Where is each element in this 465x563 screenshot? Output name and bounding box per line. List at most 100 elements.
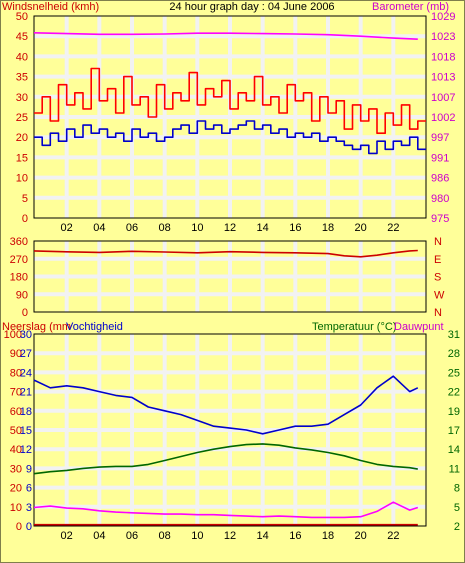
barometer-tick-label: 1007 — [431, 92, 455, 104]
grid — [33, 333, 427, 527]
temperature-line — [33, 443, 418, 475]
rain-axis-title: Neerslag (mm — [2, 321, 71, 333]
compass-label: N — [434, 236, 442, 248]
rain-tick-label: 9 — [26, 463, 32, 475]
x-tick-label: 08 — [159, 530, 171, 542]
wind-speed-tick-label: 40 — [16, 51, 28, 63]
wind-speed-tick-label: 15 — [16, 152, 28, 164]
temperature-tick-label: 25 — [448, 367, 460, 379]
x-tick-label: 08 — [159, 222, 171, 234]
temperature-tick-label: 17 — [448, 425, 460, 437]
temperature-tick-label: 8 — [454, 483, 460, 495]
compass-label: N — [434, 307, 442, 319]
rain-tick-label: 27 — [20, 348, 32, 360]
x-tick-label: 20 — [355, 530, 367, 542]
wind-speed-axis-title: Windsnelheid (kmh) — [2, 1, 99, 13]
grid — [33, 15, 427, 219]
barometer-tick-label: 991 — [431, 152, 449, 164]
x-tick-label: 04 — [93, 222, 105, 234]
humidity-tick-label: 90 — [10, 348, 22, 360]
humidity-tick-label: 40 — [10, 444, 22, 456]
barometer-tick-label: 1013 — [431, 72, 455, 84]
direction-tick-label: 270 — [10, 254, 28, 266]
barometer-line — [33, 32, 418, 40]
x-tick-label: 02 — [61, 222, 73, 234]
wind-speed-tick-label: 0 — [22, 213, 28, 225]
x-tick-label: 14 — [257, 530, 269, 542]
rain-tick-label: 12 — [20, 444, 32, 456]
x-tick-label: 12 — [224, 530, 236, 542]
x-tick-label: 16 — [289, 222, 301, 234]
x-tick-label: 18 — [322, 222, 334, 234]
wind-speed-tick-label: 25 — [16, 112, 28, 124]
barometer-tick-label: 1002 — [431, 112, 455, 124]
x-tick-label: 20 — [355, 222, 367, 234]
barometer-tick-label: 980 — [431, 193, 449, 205]
rain-tick-label: 3 — [26, 502, 32, 514]
temperature-tick-label: 22 — [448, 387, 460, 399]
wind-speed-tick-label: 5 — [22, 193, 28, 205]
humidity-tick-label: 100 — [4, 329, 22, 341]
barometer-axis-title: Barometer (mb) — [372, 1, 449, 13]
compass-label: E — [434, 254, 441, 266]
wind-speed-tick-label: 20 — [16, 132, 28, 144]
x-tick-label: 06 — [126, 222, 138, 234]
wind-speed-axis: 0 5 10 15 20 25 30 35 40 45 50 — [16, 11, 28, 225]
humidity-tick-label: 30 — [10, 463, 22, 475]
humidity-tick-label: 20 — [10, 483, 22, 495]
dewpoint-axis-title: Dauwpunt — [394, 321, 444, 333]
compass-label: S — [434, 272, 441, 284]
x-tick-label: 06 — [126, 530, 138, 542]
plot-area — [33, 32, 426, 155]
rain-tick-label: 21 — [20, 387, 32, 399]
x-axis: 02 04 06 08 10 12 14 16 18 20 22 — [61, 222, 400, 234]
humidity-tick-label: 60 — [10, 406, 22, 418]
rain-tick-label: 6 — [26, 483, 32, 495]
direction-tick-label: 360 — [10, 236, 28, 248]
humidity-tick-label: 10 — [10, 502, 22, 514]
x-tick-label: 18 — [322, 530, 334, 542]
barometer-tick-label: 1018 — [431, 51, 455, 63]
wind-barometer-chart: Windsnelheid (kmh) 24 hour graph day : 0… — [2, 1, 455, 234]
direction-tick-label: 180 — [10, 272, 28, 284]
temperature-axis-title: Temperatuur (°C) — [312, 321, 396, 333]
compass-label: W — [434, 289, 445, 301]
humidity-tick-label: 80 — [10, 367, 22, 379]
x-tick-label: 16 — [289, 530, 301, 542]
barometer-tick-label: 1029 — [431, 11, 455, 23]
plot-frame — [33, 15, 427, 219]
plot-area — [33, 249, 418, 258]
rain-tick-label: 15 — [20, 425, 32, 437]
plot-frame — [33, 333, 427, 527]
humidity-line — [33, 375, 419, 435]
direction-tick-label: 90 — [16, 289, 28, 301]
x-axis: 02 04 06 08 10 12 14 16 18 20 22 — [61, 530, 400, 542]
rain-tick-label: 18 — [20, 406, 32, 418]
temperature-tick-label: 14 — [448, 444, 460, 456]
wind-gust-line — [34, 67, 426, 134]
x-tick-label: 04 — [93, 530, 105, 542]
barometer-tick-label: 975 — [431, 213, 449, 225]
x-tick-label: 14 — [257, 222, 269, 234]
temperature-tick-label: 11 — [449, 463, 460, 475]
barometer-tick-label: 997 — [431, 132, 449, 144]
temperature-tick-label: 19 — [448, 406, 460, 418]
humidity-tick-label: 70 — [10, 387, 22, 399]
wind-direction-line — [33, 249, 418, 258]
wind-speed-tick-label: 45 — [16, 31, 28, 43]
rain-tick-label: 24 — [20, 367, 32, 379]
x-tick-label: 12 — [224, 222, 236, 234]
x-tick-label: 22 — [387, 530, 399, 542]
wind-average-line — [34, 120, 426, 155]
direction-degrees-axis: 0 90 180 270 360 — [10, 236, 28, 319]
rain-tick-label: 30 — [20, 329, 32, 341]
plot-frame — [33, 240, 427, 313]
chart-title: 24 hour graph day : 04 June 2006 — [169, 1, 334, 13]
temperature-tick-label: 28 — [448, 348, 460, 360]
temperature-tick-label: 2 — [454, 521, 460, 533]
